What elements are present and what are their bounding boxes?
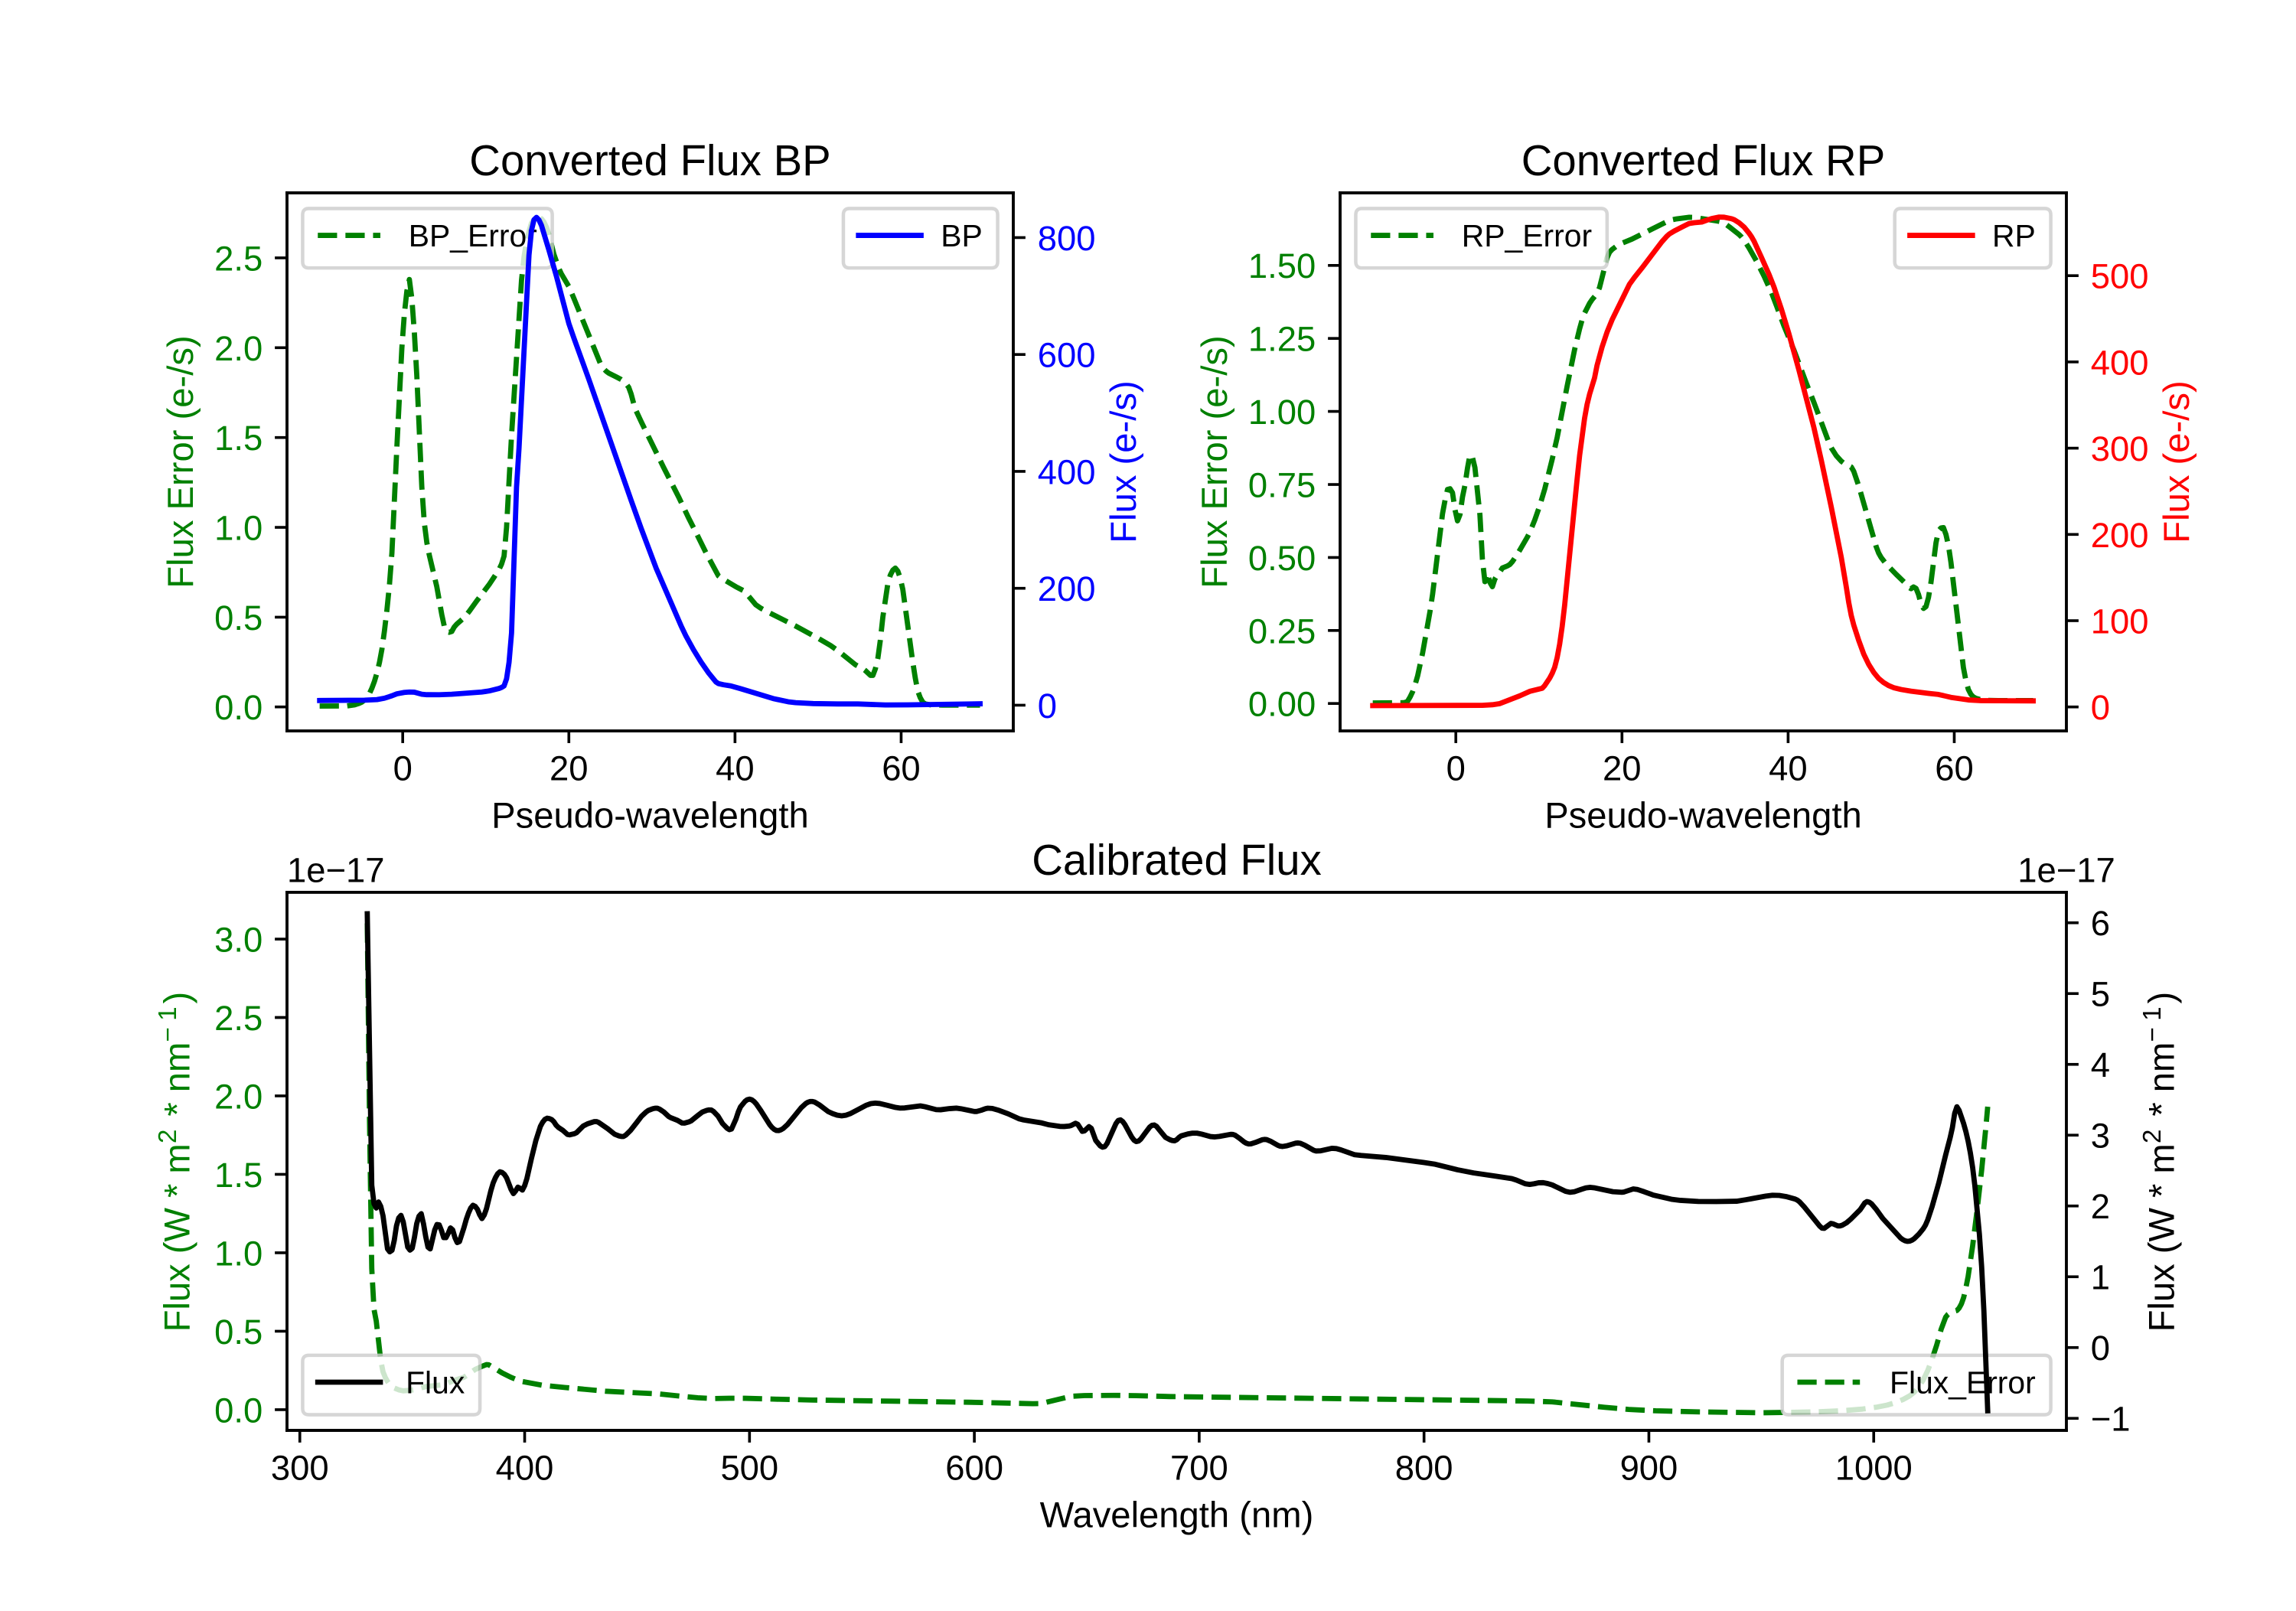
svg-text:0.25: 0.25 bbox=[1248, 611, 1316, 651]
svg-text:0: 0 bbox=[1038, 686, 1057, 726]
svg-text:100: 100 bbox=[2091, 602, 2149, 641]
svg-text:1: 1 bbox=[2091, 1258, 2110, 1297]
svg-text:2.0: 2.0 bbox=[214, 1077, 263, 1116]
svg-text:0.0: 0.0 bbox=[214, 688, 263, 727]
svg-text:Flux: Flux bbox=[406, 1365, 465, 1400]
svg-text:Flux Error (e-/s): Flux Error (e-/s) bbox=[1195, 335, 1235, 588]
svg-text:400: 400 bbox=[496, 1449, 554, 1488]
svg-text:400: 400 bbox=[2091, 343, 2149, 382]
svg-text:RP: RP bbox=[1992, 218, 2036, 253]
svg-text:5: 5 bbox=[2091, 975, 2110, 1014]
svg-text:0: 0 bbox=[1446, 749, 1466, 788]
svg-text:2: 2 bbox=[2091, 1187, 2110, 1226]
svg-text:0.50: 0.50 bbox=[1248, 539, 1316, 578]
svg-text:1.00: 1.00 bbox=[1248, 393, 1316, 432]
svg-text:Flux_Error: Flux_Error bbox=[1890, 1365, 2036, 1400]
svg-text:0.75: 0.75 bbox=[1248, 465, 1316, 504]
svg-text:1.5: 1.5 bbox=[214, 419, 263, 458]
svg-text:800: 800 bbox=[1395, 1449, 1453, 1488]
svg-text:1.0: 1.0 bbox=[214, 1234, 263, 1273]
svg-text:2.5: 2.5 bbox=[214, 999, 263, 1038]
svg-text:2.5: 2.5 bbox=[214, 239, 263, 278]
svg-text:1e−17: 1e−17 bbox=[287, 850, 384, 889]
svg-text:Converted Flux BP: Converted Flux BP bbox=[469, 136, 830, 184]
svg-text:1.50: 1.50 bbox=[1248, 246, 1316, 285]
svg-text:Flux (e-/s): Flux (e-/s) bbox=[1104, 380, 1144, 543]
svg-text:1.0: 1.0 bbox=[214, 508, 263, 547]
svg-text:600: 600 bbox=[945, 1449, 1003, 1488]
svg-text:1.25: 1.25 bbox=[1248, 320, 1316, 359]
svg-text:800: 800 bbox=[1038, 219, 1096, 258]
svg-text:40: 40 bbox=[716, 749, 755, 788]
svg-text:60: 60 bbox=[882, 749, 921, 788]
svg-text:500: 500 bbox=[2091, 257, 2149, 296]
svg-text:20: 20 bbox=[1603, 749, 1642, 788]
svg-text:Pseudo-wavelength: Pseudo-wavelength bbox=[1544, 796, 1862, 836]
svg-text:Wavelength (nm): Wavelength (nm) bbox=[1040, 1495, 1314, 1535]
svg-text:BP: BP bbox=[941, 218, 983, 253]
svg-text:Converted Flux RP: Converted Flux RP bbox=[1521, 136, 1885, 184]
svg-text:−1: −1 bbox=[2091, 1400, 2131, 1439]
svg-text:4: 4 bbox=[2091, 1045, 2110, 1084]
svg-text:500: 500 bbox=[720, 1449, 778, 1488]
svg-text:Calibrated Flux: Calibrated Flux bbox=[1032, 836, 1321, 884]
svg-text:900: 900 bbox=[1620, 1449, 1678, 1488]
svg-text:F l u x: F l u x ( W * m * n m ) 2 − 1 bbox=[126, 977, 201, 1332]
svg-text:Flux Error (e-/s): Flux Error (e-/s) bbox=[161, 335, 201, 588]
svg-text:60: 60 bbox=[1935, 749, 1974, 788]
svg-text:20: 20 bbox=[550, 749, 589, 788]
svg-text:0: 0 bbox=[2091, 1329, 2110, 1368]
svg-text:300: 300 bbox=[271, 1449, 329, 1488]
svg-text:0.5: 0.5 bbox=[214, 598, 263, 638]
svg-text:0.5: 0.5 bbox=[214, 1313, 263, 1352]
svg-text:400: 400 bbox=[1038, 452, 1096, 491]
svg-text:700: 700 bbox=[1170, 1449, 1228, 1488]
svg-text:300: 300 bbox=[2091, 429, 2149, 468]
svg-text:1000: 1000 bbox=[1835, 1449, 1913, 1488]
svg-text:0: 0 bbox=[393, 749, 413, 788]
svg-text:200: 200 bbox=[2091, 516, 2149, 555]
svg-text:6: 6 bbox=[2091, 904, 2110, 943]
svg-text:200: 200 bbox=[1038, 569, 1096, 608]
svg-text:40: 40 bbox=[1769, 749, 1807, 788]
svg-text:0.0: 0.0 bbox=[214, 1391, 263, 1430]
svg-text:1e−17: 1e−17 bbox=[2017, 850, 2115, 889]
svg-text:0.00: 0.00 bbox=[1248, 685, 1316, 724]
svg-text:3: 3 bbox=[2091, 1117, 2110, 1156]
svg-text:600: 600 bbox=[1038, 336, 1096, 375]
svg-text:2.0: 2.0 bbox=[214, 329, 263, 368]
svg-text:0: 0 bbox=[2091, 688, 2110, 727]
svg-text:RP_Error: RP_Error bbox=[1462, 218, 1592, 253]
svg-text:BP_Error: BP_Error bbox=[409, 218, 537, 253]
svg-text:F l u x: F l u x ( W * m * n m ) 2 − 1 bbox=[2111, 977, 2186, 1332]
svg-text:1.5: 1.5 bbox=[214, 1156, 263, 1195]
svg-text:Flux (e-/s): Flux (e-/s) bbox=[2157, 380, 2197, 543]
svg-text:Pseudo-wavelength: Pseudo-wavelength bbox=[491, 796, 809, 836]
svg-text:3.0: 3.0 bbox=[214, 920, 263, 959]
